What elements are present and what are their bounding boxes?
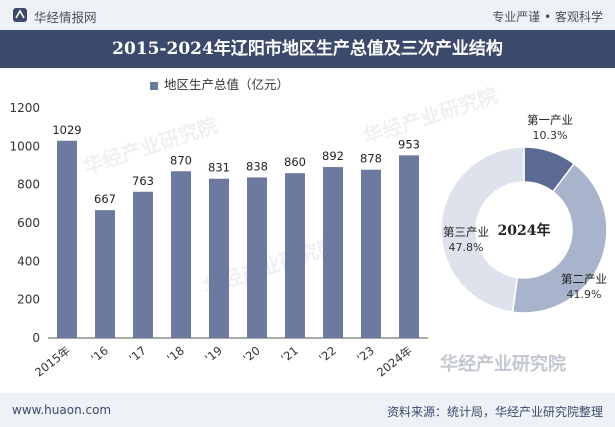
- bar: [209, 178, 229, 338]
- x-tick-label: '20: [240, 343, 263, 365]
- bar: [285, 173, 305, 338]
- bar: [95, 210, 115, 338]
- footer-bar: www.huaon.com 资料来源：统计局，华经产业研究院整理: [0, 393, 615, 427]
- x-tick-label: '23: [354, 343, 377, 365]
- y-tick-label: 800: [17, 178, 40, 192]
- footer-url[interactable]: www.huaon.com: [12, 403, 112, 417]
- legend-swatch: [150, 81, 158, 90]
- slice-value-label: 41.9%: [567, 288, 602, 301]
- donut-slice: [511, 162, 608, 314]
- slice-name-label: 第三产业: [443, 225, 489, 239]
- bar: [171, 171, 191, 338]
- slogan: 专业严谨 • 客观科学: [492, 10, 603, 24]
- bar-value-label: 892: [322, 149, 344, 163]
- slice-name-label: 第二产业: [561, 272, 607, 286]
- bar: [57, 140, 77, 338]
- bar-value-label: 763: [132, 174, 154, 188]
- x-tick-label: '22: [316, 343, 339, 365]
- slice-value-label: 10.3%: [533, 129, 568, 142]
- title-bar: 2015-2024年辽阳市地区生产总值及三次产业结构: [0, 30, 615, 68]
- bar-value-label: 878: [360, 152, 382, 166]
- chart-legend: 地区生产总值（亿元）: [150, 74, 289, 93]
- y-tick-label: 0: [32, 331, 40, 345]
- donut-center-label: 2024年: [498, 222, 551, 239]
- y-tick-label: 1000: [9, 139, 40, 153]
- top-bar: 华经情报网 专业严谨 • 客观科学: [0, 0, 615, 30]
- footer-source: 资料来源：统计局，华经产业研究院整理: [386, 405, 603, 419]
- slice-value-label: 47.8%: [449, 241, 484, 254]
- huajing-logo-icon: [13, 8, 27, 22]
- y-tick-label: 200: [17, 293, 40, 307]
- bar-value-label: 860: [284, 155, 306, 169]
- x-tick-label: '18: [164, 343, 187, 365]
- x-tick-label: '21: [278, 343, 301, 365]
- bar-value-label: 870: [170, 153, 192, 167]
- slice-name-label: 第一产业: [527, 113, 573, 127]
- bar: [361, 169, 381, 338]
- bar-value-label: 667: [94, 192, 116, 206]
- bar: [323, 167, 343, 338]
- bar: [247, 177, 267, 338]
- y-tick-label: 1200: [9, 101, 40, 115]
- bar-value-label: 838: [246, 159, 268, 173]
- legend-label: 地区生产总值（亿元）: [164, 77, 290, 92]
- x-tick-label: 2015年: [32, 343, 73, 379]
- donut-slice: [440, 146, 525, 314]
- bar-value-label: 831: [208, 161, 230, 175]
- y-tick-label: 400: [17, 254, 40, 268]
- x-tick-label: 2024年: [374, 343, 415, 379]
- brand-name: 华经情报网: [34, 10, 97, 25]
- x-tick-label: '17: [126, 343, 149, 365]
- chart-title: 2015-2024年辽阳市地区生产总值及三次产业结构: [112, 39, 503, 59]
- bar: [133, 191, 153, 338]
- bar-value-label: 1029: [52, 123, 81, 137]
- y-tick-label: 600: [17, 216, 40, 230]
- bar-value-label: 953: [398, 137, 420, 151]
- x-tick-label: '16: [88, 343, 111, 365]
- bar: [399, 155, 419, 338]
- x-tick-label: '19: [202, 343, 225, 365]
